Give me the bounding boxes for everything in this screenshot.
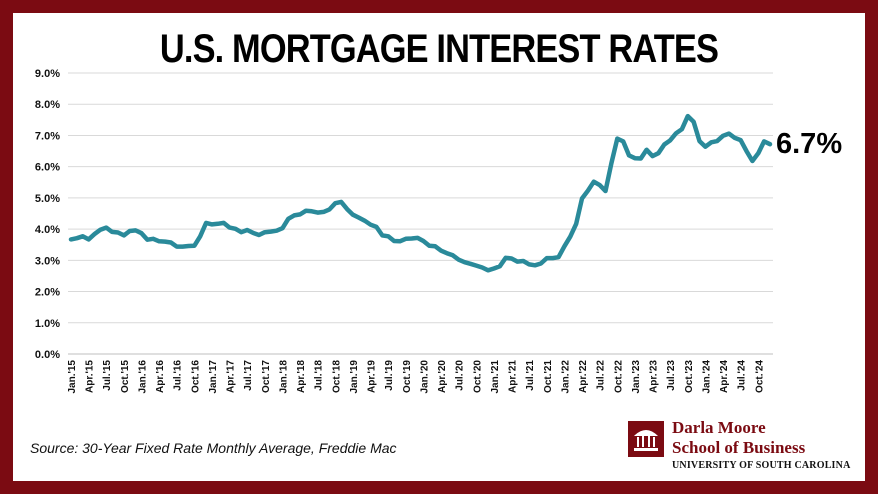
x-tick-label: Apr.'22 xyxy=(578,360,589,393)
final-value-label: 6.7% xyxy=(776,128,843,160)
x-tick-label: Oct.'17 xyxy=(261,360,272,393)
x-tick-label: Apr.'15 xyxy=(85,360,96,393)
x-tick-label: Jul.'15 xyxy=(102,360,113,391)
rate-series-line xyxy=(68,113,773,273)
chart-frame: U.S. MORTGAGE INTEREST RATES 0.0% 1.0% 2.0… xyxy=(13,13,865,481)
y-tick-label: 9.0% xyxy=(35,68,60,80)
x-tick-label: Apr.'16 xyxy=(155,360,166,393)
x-tick-label: Jul.'23 xyxy=(666,360,677,391)
logo-name: Darla Moore School of Business xyxy=(672,418,805,458)
x-tick-label: Oct.'24 xyxy=(754,360,765,393)
x-tick-label: Jan.'20 xyxy=(419,360,430,394)
x-tick-label: Jul.'18 xyxy=(314,360,325,391)
x-tick-label: Jul.'20 xyxy=(455,360,466,391)
x-tick-label: Oct.'23 xyxy=(684,360,695,393)
x-tick-label: Jul.'17 xyxy=(243,360,254,391)
source-note: Source: 30-Year Fixed Rate Monthly Avera… xyxy=(30,440,397,456)
x-tick-label: Jul.'16 xyxy=(173,360,184,391)
x-tick-label: Jul.'19 xyxy=(384,360,395,391)
logo-line-2: School of Business xyxy=(672,438,806,457)
y-tick-label: 6.0% xyxy=(35,162,60,174)
x-tick-label: Jan.'17 xyxy=(208,360,219,394)
y-tick-label: 1.0% xyxy=(35,318,60,330)
x-tick-label: Jan.'16 xyxy=(137,360,148,394)
business-school-logo: Darla Moore School of Business UNIVERSIT… xyxy=(628,418,858,471)
logo-emblem-icon xyxy=(628,421,664,457)
x-tick-label: Oct.'22 xyxy=(613,360,624,393)
x-tick-label: Apr.'17 xyxy=(226,360,237,393)
x-tick-label: Jul.'22 xyxy=(596,360,607,391)
y-tick-label: 2.0% xyxy=(35,287,60,299)
x-tick-label: Apr.'20 xyxy=(437,360,448,393)
x-tick-label: Jan.'24 xyxy=(701,360,712,394)
x-tick-label: Jan.'21 xyxy=(490,360,501,394)
x-tick-label: Oct.'16 xyxy=(190,360,201,393)
logo-line-1: Darla Moore xyxy=(672,418,766,437)
x-tick-label: Apr.'18 xyxy=(296,360,307,393)
x-tick-label: Jan.'23 xyxy=(631,360,642,394)
y-tick-label: 5.0% xyxy=(35,193,60,205)
x-tick-label: Oct.'20 xyxy=(472,360,483,393)
x-tick-label: Jan.'15 xyxy=(67,360,78,394)
x-tick-label: Apr.'19 xyxy=(367,360,378,393)
x-tick-label: Apr.'23 xyxy=(649,360,660,393)
x-tick-label: Oct.'19 xyxy=(402,360,413,393)
line-chart: 0.0% 1.0% 2.0% 3.0% 4.0% 5.0% 6.0% 7.0% 8.0% 9.0%… xyxy=(35,68,773,394)
x-tick-label: Jan.'19 xyxy=(349,360,360,394)
x-tick-label: Jan.'22 xyxy=(560,360,571,394)
y-tick-label: 4.0% xyxy=(35,224,60,236)
x-tick-label: Apr.'24 xyxy=(719,360,730,393)
x-tick-label: Oct.'15 xyxy=(120,360,131,393)
x-tick-label: Jul.'24 xyxy=(737,360,748,391)
y-tick-label: 8.0% xyxy=(35,99,60,111)
logo-university: UNIVERSITY OF SOUTH CAROLINA xyxy=(672,460,851,471)
y-tick-label: 7.0% xyxy=(35,130,60,142)
chart-title: U.S. MORTGAGE INTEREST RATES xyxy=(159,27,719,71)
y-tick-label: 0.0% xyxy=(35,349,60,361)
x-tick-label: Apr.'21 xyxy=(508,360,519,393)
y-tick-label: 3.0% xyxy=(35,255,60,267)
x-tick-label: Jan.'18 xyxy=(278,360,289,394)
x-tick-label: Oct.'21 xyxy=(543,360,554,393)
x-tick-label: Oct.'18 xyxy=(331,360,342,393)
x-tick-label: Jul.'21 xyxy=(525,360,536,391)
